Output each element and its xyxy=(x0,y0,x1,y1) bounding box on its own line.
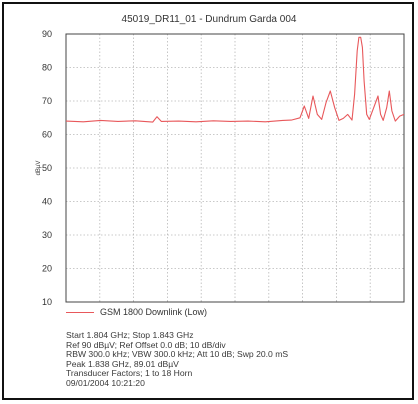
chart-plot: 10 20 30 40 50 60 70 80 90 dBµV xyxy=(36,29,405,307)
legend-label: GSM 1800 Downlink (Low) xyxy=(100,307,208,317)
chart-frame: 45019_DR11_01 - Dundrum Garda 004 10 20 30… xyxy=(2,2,414,400)
y-tick-label: 70 xyxy=(42,96,52,106)
info-line-timestamp: 09/01/2004 10:21:20 xyxy=(66,377,145,388)
y-tick-label: 60 xyxy=(42,130,52,140)
y-tick-label: 30 xyxy=(42,230,52,240)
measurement-info: Start 1.804 GHz; Stop 1.843 GHz Ref 90 d… xyxy=(66,330,289,389)
legend: GSM 1800 Downlink (Low) xyxy=(66,307,207,317)
y-tick-label: 90 xyxy=(42,29,52,39)
chart-title: 45019_DR11_01 - Dundrum Garda 004 xyxy=(121,14,297,25)
y-tick-label: 80 xyxy=(42,63,52,73)
info-line-frequency: Start 1.804 GHz; Stop 1.843 GHz xyxy=(66,330,194,340)
info-line-bandwidth: RBW 300.0 kHz; VBW 300.0 kHz; Att 10 dB;… xyxy=(66,349,289,360)
series-line xyxy=(65,36,405,123)
y-tick-label: 10 xyxy=(42,297,52,307)
y-tick-label: 50 xyxy=(42,163,52,173)
y-tick-label: 20 xyxy=(42,264,52,274)
plot-area-border xyxy=(65,33,405,303)
info-line-reference: Ref 90 dBµV; Ref Offset 0.0 dB; 10 dB/di… xyxy=(66,339,226,350)
y-tick-label: 40 xyxy=(42,197,52,207)
legend-swatch xyxy=(66,311,94,313)
info-line-transducer: Transducer Factors; 1 to 18 Horn xyxy=(66,368,193,379)
info-line-peak: Peak 1.838 GHz, 89.01 dBµV xyxy=(66,358,179,369)
y-axis-label: dBµV xyxy=(36,161,42,176)
